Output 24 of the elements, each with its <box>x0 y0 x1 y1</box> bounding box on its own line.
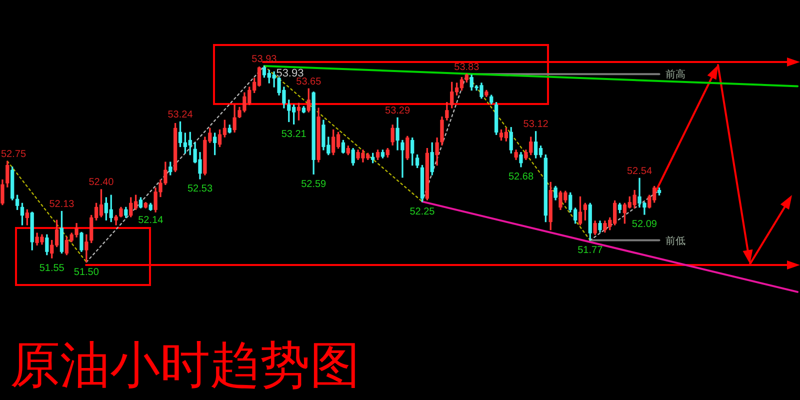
annotation: 52.14 <box>138 215 164 226</box>
annotation: 51.55 <box>39 262 65 274</box>
annotation: 52.13 <box>49 199 75 210</box>
annotation: 52.68 <box>508 172 534 183</box>
annotation: 53.29 <box>385 105 410 116</box>
annotation: 53.83 <box>454 62 480 73</box>
annotation: 53.93 <box>252 54 278 65</box>
annotation: 53.12 <box>523 119 549 130</box>
annotation: 51.77 <box>578 245 604 256</box>
text: 原油小时趋势图 <box>10 336 360 394</box>
annotation: 52.75 <box>1 148 26 160</box>
annotation: 52.53 <box>187 184 213 195</box>
annotation: 52.40 <box>88 177 114 188</box>
annotation: 52.54 <box>626 166 652 177</box>
annotation: 53.24 <box>168 109 194 120</box>
series-label: 前低 <box>665 234 686 247</box>
annotation: 52.59 <box>301 178 327 190</box>
annotation: 52.25 <box>410 206 436 218</box>
annotation: 53.65 <box>296 76 322 88</box>
candlestick <box>400 140 404 178</box>
annotation: 51.50 <box>74 266 100 278</box>
annotation: 53.21 <box>281 128 307 140</box>
series-label: 前高 <box>665 68 686 81</box>
annotation: 52.09 <box>632 219 658 230</box>
